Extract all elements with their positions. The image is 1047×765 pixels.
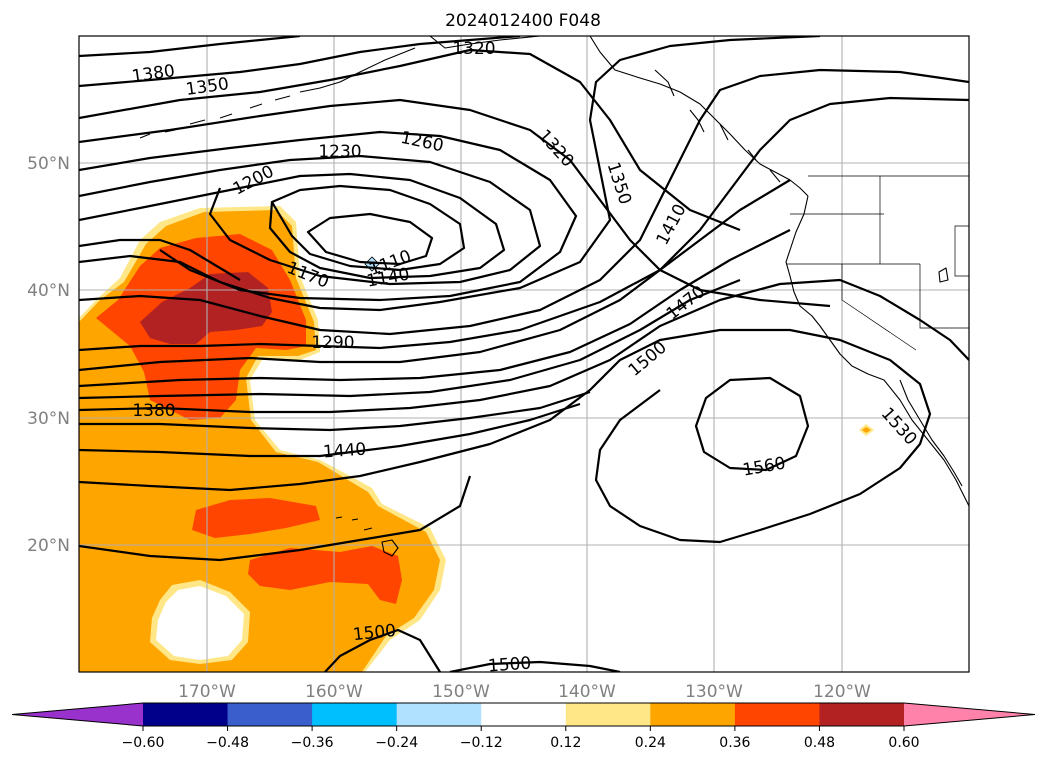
contour-label: 1380 [132, 401, 175, 421]
colorbar-segment [650, 703, 736, 726]
colorbar-tick-label: −0.24 [375, 735, 418, 751]
lat-label: 30°N [27, 409, 70, 429]
lon-label: 160°W [305, 682, 363, 702]
map-area: 1380 1350 1320 1320 1230 1260 1200 1350 … [79, 36, 969, 677]
colorbar-tick-label: 0.60 [888, 735, 919, 751]
colorbar-segment [819, 703, 905, 726]
colorbar-extend-low [12, 703, 143, 726]
map-title: 2024012400 F048 [445, 11, 601, 31]
contour-label: 1440 [322, 440, 367, 463]
colorbar-segment [481, 703, 567, 726]
colorbar: −0.60 −0.48 −0.36 −0.24 −0.12 0.12 0.24 0.36 0.4… [11, 702, 1036, 751]
colorbar-tick-label: −0.48 [206, 735, 249, 751]
alaska-coast [429, 36, 541, 49]
lon-label: 130°W [685, 682, 743, 702]
state-borders [786, 176, 969, 351]
colorbar-tick-label: 0.24 [635, 735, 666, 751]
colorbar-segment [396, 703, 482, 726]
colorbar-tick-label: −0.60 [122, 735, 165, 751]
lon-label: 170°W [178, 682, 236, 702]
guadalupe [938, 267, 949, 283]
contours [79, 36, 969, 672]
colorbar-segment [565, 703, 651, 726]
contour-label: 1230 [318, 142, 361, 162]
colorbar-tick-label: 0.48 [804, 735, 835, 751]
colorbar-segment [143, 703, 229, 726]
map-frame [78, 35, 970, 673]
lon-label: 150°W [432, 682, 490, 702]
colorbar-segment [227, 703, 313, 726]
shade-white-hole-2 [388, 630, 418, 672]
contour-label: 1500 [487, 654, 532, 677]
coastlines [139, 36, 969, 557]
contour-label: 1320 [452, 39, 495, 59]
lon-label: 120°W [813, 682, 871, 702]
lat-label: 40°N [27, 281, 70, 301]
colorbar-segment [734, 703, 820, 726]
colorbar-tick-label: 0.36 [719, 735, 750, 751]
colorbar-segment [312, 703, 398, 726]
alaska-panhandle [589, 36, 809, 197]
us-west-coast [785, 195, 969, 507]
colorbar-tick-label: −0.12 [460, 735, 503, 751]
colorbar-tick-label: −0.36 [291, 735, 334, 751]
colorbar-tick-label: 0.12 [550, 735, 581, 751]
contour-label: 1290 [311, 333, 354, 353]
shade-0.36-b [192, 498, 320, 538]
baja [899, 379, 963, 487]
shade-0.36-c [248, 546, 402, 604]
shade-0.24-small [862, 427, 871, 433]
lat-labels: 50°N 40°N 30°N 20°N [27, 154, 70, 556]
lat-label: 50°N [27, 154, 70, 174]
shade-white-hole [156, 586, 244, 660]
colorbar-extend-high [904, 703, 1035, 726]
lat-label: 20°N [27, 536, 70, 556]
lon-label: 140°W [558, 682, 616, 702]
lon-labels: 170°W 160°W 150°W 140°W 130°W 120°W [178, 682, 871, 702]
bc-islands [654, 69, 781, 183]
contour-label: 1500 [352, 621, 397, 645]
hawaii [335, 516, 399, 557]
